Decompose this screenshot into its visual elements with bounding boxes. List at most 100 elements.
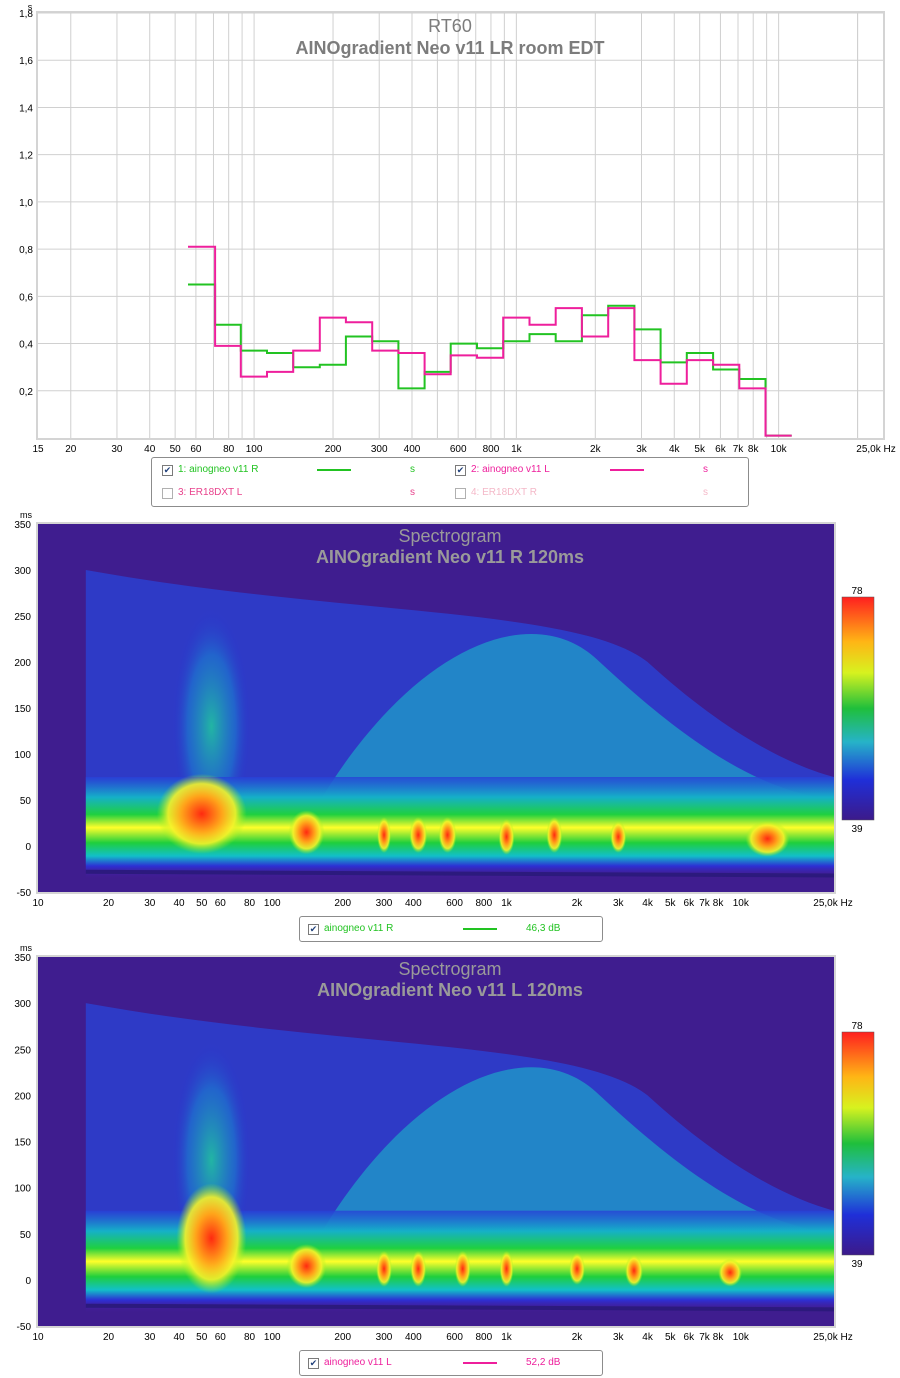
spectrogram-y-tick-label: 50 <box>20 796 32 807</box>
spectrogram-hotspot <box>376 1250 393 1287</box>
rt60-y-tick-label: 0,6 <box>19 292 33 303</box>
rt60-x-unit-label: 25,0k Hz <box>856 444 895 455</box>
legend-item-spec-r[interactable]: ✔ ainogneo v11 R 46,3 dB <box>308 922 598 936</box>
rt60-y-tick-label: 0,8 <box>19 245 33 256</box>
spectrogram-x-tick-label: 4k <box>642 1332 654 1343</box>
spectrogram-hotspot <box>498 818 515 855</box>
spectrogram-y-tick-label: 250 <box>14 1045 31 1056</box>
rt60-x-tick-label: 800 <box>483 444 500 455</box>
legend-unit-1: s <box>410 464 415 475</box>
spectrogram-x-tick-label: 1k <box>501 898 513 909</box>
spectrogram-hotspot <box>288 810 325 855</box>
spectrogram-x-tick-label: 10k <box>733 1332 750 1343</box>
spectrogram-y-tick-label: 200 <box>14 658 31 669</box>
legend-item-spec-l[interactable]: ✔ ainogneo v11 L 52,2 dB <box>308 1356 598 1370</box>
spectrogram-y-tick-label: 350 <box>14 520 31 531</box>
spectrogram-colorbar <box>841 596 875 821</box>
spectrogram-x-tick-label: 60 <box>215 1332 227 1343</box>
rt60-series-2 <box>188 245 792 437</box>
spectrogram-r-legend: ✔ ainogneo v11 R 46,3 dB <box>299 916 603 942</box>
legend-checkbox-3[interactable] <box>162 488 173 499</box>
spectrogram-hotspot <box>176 1183 247 1294</box>
spectrogram-hotspot <box>718 1258 743 1287</box>
legend-checkbox-spec-r[interactable]: ✔ <box>308 924 319 935</box>
spectrogram-x-tick-label: 600 <box>446 1332 463 1343</box>
spectrogram-x-tick-label: 30 <box>144 898 156 909</box>
spectrogram-x-tick-label: 600 <box>446 898 463 909</box>
spectrogram-hotspot <box>499 1250 514 1287</box>
legend-item-series-1[interactable]: ✔ 1: ainogneo v11 R s <box>162 463 452 477</box>
spectrogram-x-tick-label: 2k <box>572 898 584 909</box>
rt60-legend: ✔ 1: ainogneo v11 R s ✔ 2: ainogneo v11 … <box>151 457 749 507</box>
legend-item-series-4[interactable]: 4: ER18DXT R s <box>455 486 745 500</box>
rt60-y-tick-label: 1,6 <box>19 56 33 67</box>
spectrogram-hotspot <box>286 1244 327 1289</box>
spectrogram-y-tick-label: -50 <box>17 1322 32 1333</box>
spectrogram-hotspot <box>377 816 392 853</box>
spectrogram-colorbar-max: 78 <box>851 586 863 597</box>
spectrogram-x-tick-label: 3k <box>613 898 625 909</box>
legend-checkbox-1[interactable]: ✔ <box>162 465 173 476</box>
spectrogram-x-tick-label: 8k <box>713 898 725 909</box>
rt60-x-tick-label: 20 <box>65 444 77 455</box>
spectrogram-x-tick-label: 3k <box>613 1332 625 1343</box>
spectrogram-x-tick-label: 6k <box>684 1332 696 1343</box>
rt60-x-tick-label: 15 <box>32 444 44 455</box>
legend-line-spec-l <box>463 1362 497 1364</box>
spectrogram-y-tick-label: 250 <box>14 612 31 623</box>
rt60-x-tick-label: 4k <box>669 444 681 455</box>
spectrogram-y-tick-label: 0 <box>25 842 31 853</box>
spectrogram-x-tick-label: 60 <box>215 898 227 909</box>
spectrogram-x-tick-label: 40 <box>173 1332 185 1343</box>
legend-checkbox-4[interactable] <box>455 488 466 499</box>
spectrogram-2: 10 20 30 40 50 60 80 100 200 300 400 600 800 1k 2k 3k 4k… <box>14 943 875 1343</box>
spectrogram-x-tick-label: 80 <box>244 1332 256 1343</box>
spectrogram-x-tick-label: 400 <box>405 1332 422 1343</box>
spectrogram-y-tick-label: 150 <box>14 1138 31 1149</box>
spectrogram-y-tick-label: 200 <box>14 1091 31 1102</box>
rt60-x-tick-label: 7k <box>733 444 745 455</box>
legend-item-series-3[interactable]: 3: ER18DXT L s <box>162 486 452 500</box>
legend-unit-4: s <box>703 487 708 498</box>
spectrogram-x-tick-label: 10 <box>32 1332 44 1343</box>
spectrogram-x-tick-label: 200 <box>334 1332 351 1343</box>
spectrogram-x-tick-label: 40 <box>173 898 185 909</box>
legend-line-2 <box>610 469 644 471</box>
spectrogram-hotspot <box>745 820 790 857</box>
rt60-x-tick-label: 300 <box>371 444 388 455</box>
legend-unit-3: s <box>410 487 415 498</box>
legend-line-spec-r <box>463 928 497 930</box>
spectrogram-x-tick-label: 20 <box>103 898 115 909</box>
spectrogram-x-tick-label: 10k <box>733 898 750 909</box>
legend-line-1 <box>317 469 351 471</box>
rt60-x-tick-label: 5k <box>694 444 706 455</box>
spectrogram-x-tick-label: 200 <box>334 898 351 909</box>
legend-unit-2: s <box>703 464 708 475</box>
rt60-x-tick-label: 400 <box>404 444 421 455</box>
rt60-x-tick-label: 6k <box>715 444 727 455</box>
legend-checkbox-2[interactable]: ✔ <box>455 465 466 476</box>
rt60-x-tick-label: 80 <box>223 444 235 455</box>
spectrogram-x-tick-label: 10 <box>32 898 44 909</box>
legend-checkbox-spec-l[interactable]: ✔ <box>308 1358 319 1369</box>
legend-label-3: 3: ER18DXT L <box>178 487 243 498</box>
spectrogram-y-unit: ms <box>20 943 32 953</box>
rt60-y-tick-label: 1,4 <box>19 103 33 114</box>
legend-label-spec-r: ainogneo v11 R <box>324 923 394 934</box>
rt60-plot-area <box>38 13 883 438</box>
rt60-x-tick-label: 30 <box>111 444 123 455</box>
spectrogram-x-tick-label: 30 <box>144 1332 156 1343</box>
spectrogram-x-tick-label: 50 <box>196 898 208 909</box>
spectrogram-x-tick-label: 5k <box>665 898 677 909</box>
rt60-y-tick-label: 1,0 <box>19 198 33 209</box>
spectrogram-x-tick-label: 400 <box>405 898 422 909</box>
spectrogram-colorbar <box>841 1031 875 1256</box>
legend-value-spec-r: 46,3 dB <box>526 923 561 934</box>
legend-item-series-2[interactable]: ✔ 2: ainogneo v11 L s <box>455 463 745 477</box>
spectrogram-hotspot <box>156 773 247 854</box>
spectrogram-x-tick-label: 100 <box>264 898 281 909</box>
spectrogram-x-unit-label: 25,0k Hz <box>813 1332 852 1343</box>
rt60-y-tick-label: 1,2 <box>19 151 33 162</box>
spectrogram-x-tick-label: 300 <box>376 1332 393 1343</box>
spectrogram-y-tick-label: 300 <box>14 999 31 1010</box>
